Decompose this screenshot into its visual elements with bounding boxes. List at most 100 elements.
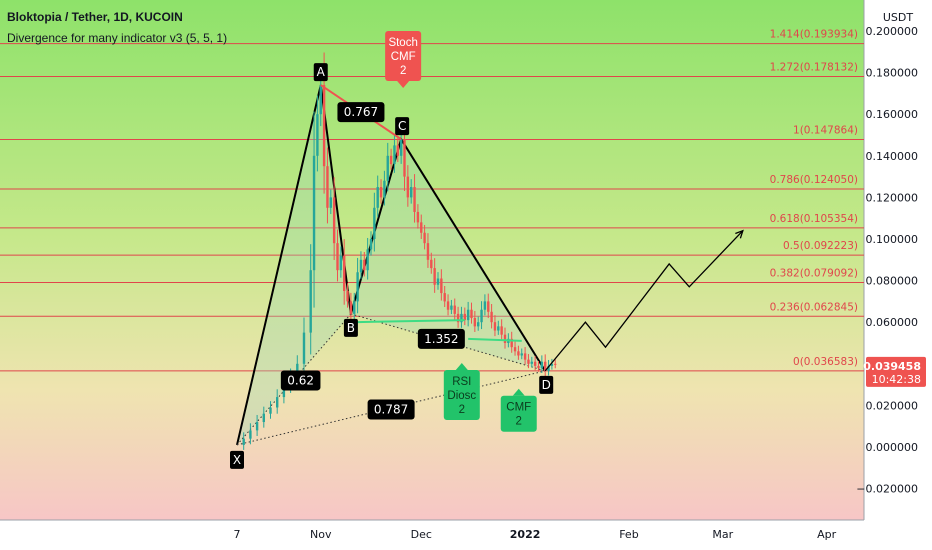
candle-body [480,309,483,323]
pattern-point-label-bg [230,450,244,469]
price-tick-label: 0.020000 [866,399,919,412]
divergence-signal-pointer [512,388,525,396]
candle-body [554,363,557,365]
ratio-label-bg [417,328,465,349]
candle-body [433,268,436,285]
candle-body [363,259,366,271]
pattern-point-label-bg [539,375,554,394]
candle-body [316,114,319,156]
pattern-point-label-bg [343,318,358,337]
candle-body [326,166,329,208]
current-price-tag [866,356,926,387]
divergence-line [350,319,465,324]
candle-body [353,301,356,314]
divergence-signal-text: 2 [516,416,522,428]
price-tick-label: 0.100000 [866,233,919,246]
pattern-point-label: B [347,321,355,335]
divergence-signal-box [500,395,537,432]
candle-body [403,139,406,177]
candle-body [517,351,520,356]
candle-body [460,313,463,323]
pattern-point-label-bg [313,63,328,82]
ratio-label-bg [280,370,321,391]
candle-body [343,255,346,291]
candle-body [483,301,487,310]
divergence-signal-text: Diosc [447,390,476,402]
candle-body [510,338,513,348]
candle-body [336,243,339,271]
projection-path [544,230,744,372]
candle-body [399,139,403,156]
indicator-title: Divergence for many indicator v3 (5, 5, … [7,31,228,45]
pattern-point-label: C [398,119,406,133]
candle-body [319,85,322,115]
fib-level-label: 0.786(0.124050) [770,174,858,186]
time-tick-label: Apr [817,528,837,541]
divergence-signal-text: Stoch [388,37,417,49]
time-tick-label: 2022 [510,528,541,541]
divergence-signal-text: 2 [400,65,406,77]
candle-body [373,207,376,239]
candle-body [453,305,456,314]
candle-body [420,222,423,233]
candle-body [547,365,550,371]
time-tick-label: 7 [234,528,241,541]
price-tick-label: 0.080000 [866,275,919,288]
time-tick-label: Mar [712,528,733,541]
candle-body [470,309,473,319]
candle-body [463,313,466,321]
candle-body [530,361,533,364]
candle-body [346,291,349,302]
divergence-signal-text: CMF [506,402,531,414]
time-axis-background [0,520,864,550]
divergence-signal-pointer [397,80,410,88]
candle-body [379,187,383,198]
price-axis-background [864,0,932,550]
candle-body [497,326,500,331]
ratio-label: 0.62 [287,373,314,387]
candle-body [473,318,477,327]
candle-body [242,438,245,445]
ratio-label-bg [337,102,385,123]
fib-level-label: 0(0.036583) [793,356,858,368]
candle-body [349,301,353,314]
candle-body [544,361,547,371]
candle-body [423,232,426,244]
candle-body [383,180,386,198]
candle-body [312,155,316,271]
candle-body [440,278,443,294]
candle-body [255,422,259,431]
candle-body [359,259,363,273]
candle-body [537,365,540,368]
candle-body [527,359,530,364]
time-tick-label: Nov [310,528,332,541]
candle-body [477,322,480,327]
candle-body [520,353,523,356]
fib-level-label: 1.414(0.193934) [770,29,858,41]
candle-body [450,305,453,310]
candle-body [523,353,527,360]
time-tick-label: Feb [619,528,638,541]
candle-body [446,301,450,310]
price-tick-label: 0.000000 [866,441,919,454]
candle-body [500,326,503,335]
candle-body [487,301,490,312]
candle-body [329,197,332,208]
price-tick-label: 0.180000 [866,67,919,80]
candle-body [406,176,410,198]
fib-level-label: 0.618(0.105354) [770,213,858,225]
pattern-point-label-bg [395,117,410,136]
candle-body [503,334,507,343]
candle-body [396,145,399,156]
candle-body [456,313,460,323]
divergence-signal-text: 2 [459,404,465,416]
fib-level-label: 1.272(0.178132) [770,61,858,73]
candle-body [332,197,336,244]
ratio-label: 1.352 [424,332,458,346]
candle-body [443,293,446,302]
pattern-triangle-bcd [350,139,546,371]
divergence-signal-text: CMF [391,51,416,63]
candle-body [490,311,493,323]
candle-body [276,397,279,408]
